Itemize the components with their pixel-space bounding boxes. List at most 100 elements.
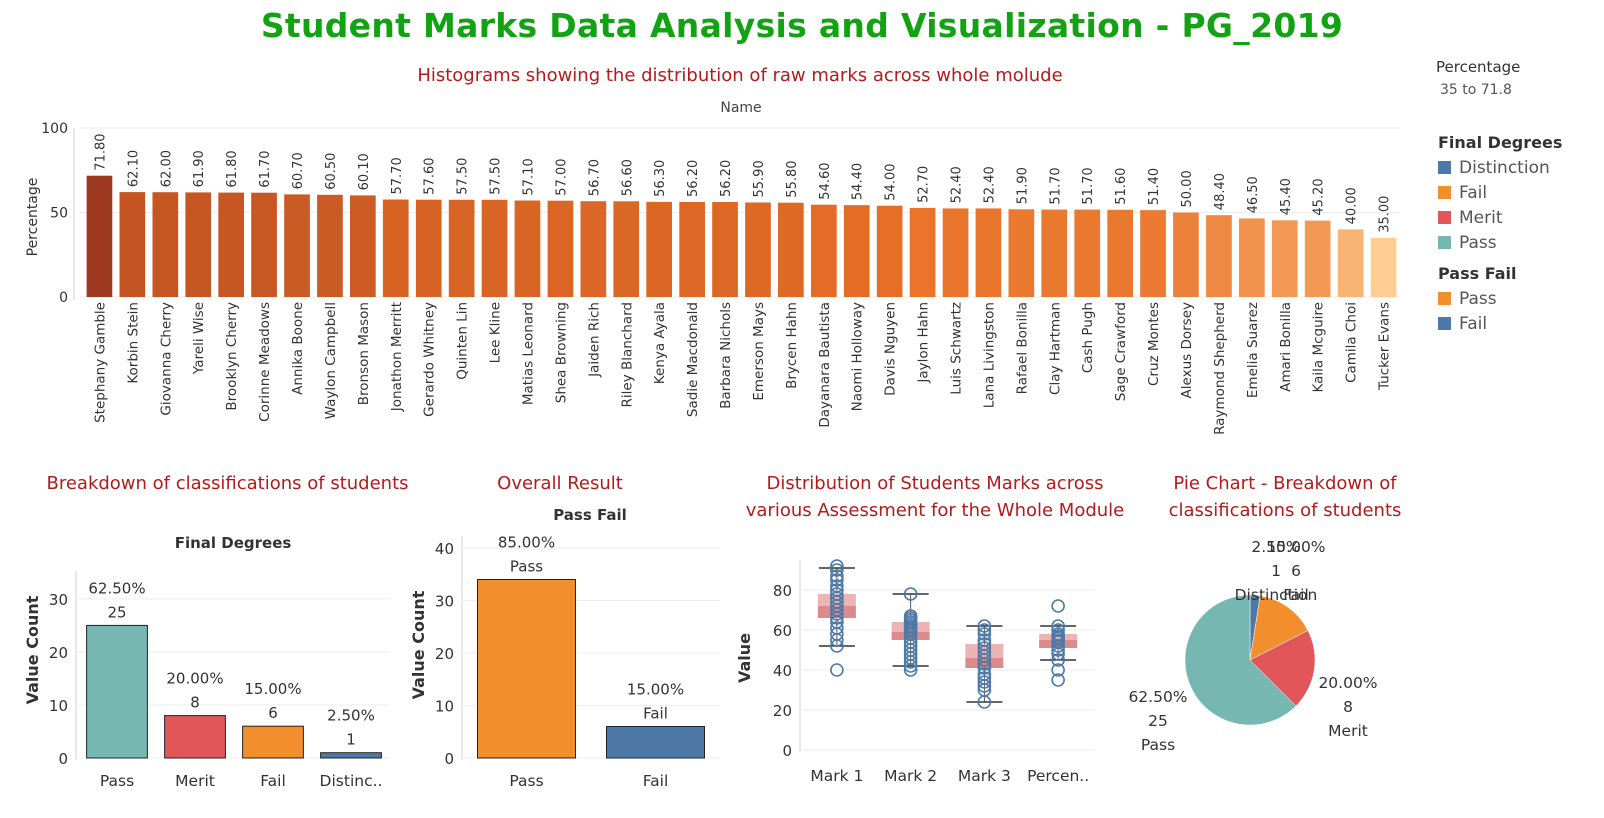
histogram-y-axis-title: Percentage [25,178,41,257]
histogram-bar [1107,209,1133,297]
overall-result-y-tick-label: 20 [435,645,454,663]
boxplot-point [977,679,992,693]
histogram-data-label: 57.70 [390,157,405,194]
boxplot-point [830,639,844,653]
final-degrees-x-tick-label: Merit [175,772,215,790]
histogram-data-label: 54.00 [884,163,899,200]
legend-item-pass-pf[interactable]: Pass [1438,287,1516,312]
percentage-legend-title: Percentage [1436,58,1521,76]
histogram-data-label: 71.80 [94,133,109,170]
legend-item-pass[interactable]: Pass [1438,231,1562,256]
histogram-x-tick-label: Emerson Mays [751,302,767,401]
histogram-x-tick-label: Yareli Wise [191,302,207,375]
histogram-bar [646,201,672,297]
histogram-bar [284,194,310,297]
histogram-data-label: 56.60 [620,159,635,196]
histogram-bar [745,202,771,297]
legend-item-merit[interactable]: Merit [1438,206,1562,231]
legend-item-fail-pf[interactable]: Fail [1438,312,1516,337]
boxplot-point [977,675,992,689]
histogram-bar [942,208,969,297]
pie-name-label: Pass [1141,736,1175,754]
pie-name-label: Distinction [1235,586,1318,604]
histogram-x-tick-label: Sadie Macdonald [685,302,701,417]
boxplot-y-tick-label: 80 [773,582,792,600]
histogram-data-label: 51.90 [1015,167,1030,204]
boxplot-y-axis-title: Value [735,633,754,683]
histogram-chart: Name Percentage 0 50 100 71.80 Stephany Gamble… [25,100,1400,435]
boxplot-point [1051,639,1065,653]
histogram-bar [1206,215,1232,297]
histogram-x-tick-label: Quinten Lin [455,302,471,380]
pie-percent-label: 20.00% [1318,674,1377,692]
histogram-data-label: 54.60 [818,162,833,199]
overall-result-y-tick-label: 0 [444,750,454,768]
pie-slice [1249,595,1309,661]
histogram-data-label: 57.00 [554,158,569,195]
histogram-bar [119,192,146,297]
legend-item-distinction[interactable]: Distinction [1438,156,1562,181]
overall-result-percent-label: 15.00% [627,681,684,699]
final-degrees-x-tick-label: Distinc.. [320,772,383,790]
final-degrees-percent-label: 2.50% [327,707,375,725]
overall-result-bar [606,726,705,759]
overall-result-percent-label: 85.00% [498,534,555,552]
boxplot-lower-box [965,658,1004,668]
histogram-data-label: 40.00 [1345,187,1360,224]
histogram-x-tick-label: Alexus Dorsey [1179,302,1195,398]
histogram-x-axis-title: Name [720,100,761,116]
final-degrees-bar [242,725,304,759]
histogram-data-label: 56.30 [653,160,668,197]
histogram-bar [1074,209,1101,297]
histogram-data-label: 60.70 [291,152,306,189]
histogram-bar [1271,220,1298,297]
final-degrees-bar [86,624,148,759]
final-degrees-bar [320,752,382,759]
pie-slice [1184,594,1297,726]
boxplot-point [903,659,918,673]
histogram-x-tick-label: Kenya Ayala [652,302,668,384]
histogram-bar [679,202,705,297]
overall-result-bar [477,579,576,759]
histogram-data-label: 51.40 [1147,168,1162,205]
boxplot-title: Distribution of Students Marks across va… [745,473,1125,521]
histogram-data-label: 61.70 [258,150,273,187]
histogram-bar [712,202,738,297]
final-degrees-x-axis-title: Final Degrees [175,534,292,552]
legend-swatch [1438,292,1451,305]
histogram-x-tick-label: Shea Browning [553,302,569,403]
legend-swatch [1438,161,1451,174]
overall-result-y-tick-label: 40 [435,540,454,558]
histogram-bar [86,175,113,297]
histogram-title: Histograms showing the distribution of r… [417,65,1063,86]
legend-swatch [1438,186,1451,199]
boxplot-point [1051,673,1065,687]
final-degrees-percent-label: 62.50% [88,579,145,597]
histogram-x-tick-label: Tucker Evans [1377,302,1393,391]
histogram-bar [547,200,574,297]
histogram-bar [481,199,508,297]
histogram-bar [1337,229,1364,297]
histogram-bar [1370,237,1397,297]
boxplot-point [903,587,918,601]
histogram-x-tick-label: Gerardo Whitney [422,302,438,417]
final-degrees-x-tick-label: Pass [100,772,134,790]
boxplot-point [903,655,918,669]
legend-swatch [1438,211,1451,224]
histogram-data-label: 60.10 [357,153,372,190]
overall-result-y-axis-title: Value Count [409,590,428,699]
histogram-x-tick-label: Luis Schwartz [949,302,965,395]
histogram-data-label: 57.50 [489,158,504,195]
boxplot-upper-box [965,644,1004,658]
histogram-bar [975,208,1002,297]
legend-item-fail[interactable]: Fail [1438,181,1562,206]
histogram-bar [1041,209,1068,297]
pass-fail-legend: Pass Fail Pass Fail [1438,264,1516,337]
overall-result-chart: Pass Fail Value Count 0 10 20 30 40 85.00% Pass P… [409,506,720,790]
overall-result-value-label: Pass [510,558,543,576]
final-degrees-y-tick-label: 0 [58,750,68,768]
boxplot-point [1051,647,1065,661]
histogram-data-label: 51.70 [1081,167,1096,204]
final-degrees-percent-label: 20.00% [166,670,223,688]
histogram-data-label: 51.60 [1114,168,1129,205]
